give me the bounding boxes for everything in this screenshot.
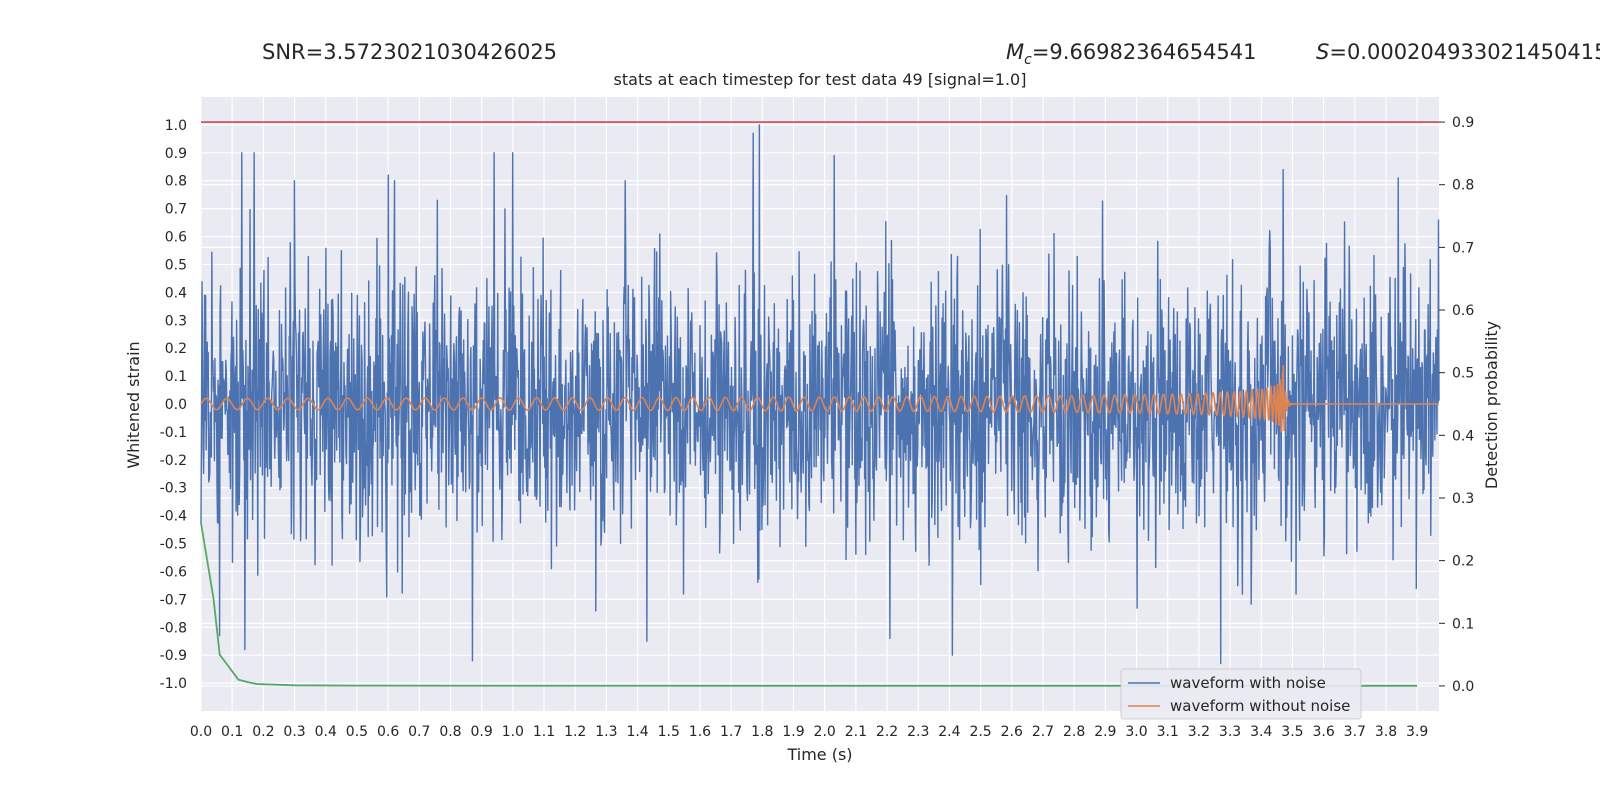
chirp-mass-subscript: c bbox=[1024, 52, 1032, 69]
series-waveform-with-noise bbox=[200, 124, 1440, 665]
x-tick-label: 3.1 bbox=[1157, 724, 1179, 740]
y-tick-label: 0.5 bbox=[165, 257, 187, 273]
x-tick-label: 1.5 bbox=[658, 724, 680, 740]
x-tick-label: 3.9 bbox=[1406, 724, 1428, 740]
y-tick-label: -0.1 bbox=[160, 425, 187, 441]
y-tick-label: -0.8 bbox=[160, 620, 187, 636]
y-axis-label: Whitened strain bbox=[124, 341, 143, 468]
x-tick-label: 1.2 bbox=[564, 724, 586, 740]
x-tick-label: 3.2 bbox=[1188, 724, 1210, 740]
x-tick-label: 0.6 bbox=[377, 724, 399, 740]
x-tick-label: 0.3 bbox=[283, 724, 305, 740]
y2-tick-label: 0.7 bbox=[1452, 240, 1474, 256]
s-symbol: S bbox=[1316, 40, 1330, 64]
y2-axis-ticks: 0.9 0.8 0.7 0.6 0.5 0.4 0.3 0.2 0.1 0.0 bbox=[1439, 115, 1474, 695]
noisy-waveform-line bbox=[200, 124, 1440, 665]
x-tick-label: 2.9 bbox=[1094, 724, 1116, 740]
y-tick-label: 0.9 bbox=[165, 146, 187, 162]
y2-tick-label: 0.8 bbox=[1452, 178, 1474, 194]
y2-tick-label: 0.2 bbox=[1452, 554, 1474, 570]
x-tick-label: 0.9 bbox=[471, 724, 493, 740]
y2-axis-label: Detection probability bbox=[1482, 321, 1501, 489]
s-value: =0.00020493302145041525 bbox=[1329, 40, 1600, 64]
y-tick-label: 0.8 bbox=[165, 174, 187, 190]
y-tick-label: -0.3 bbox=[160, 481, 187, 497]
x-tick-label: 0.2 bbox=[252, 724, 274, 740]
x-tick-label: 3.6 bbox=[1312, 724, 1334, 740]
y-tick-label: 0.0 bbox=[165, 397, 187, 413]
x-tick-label: 2.8 bbox=[1063, 724, 1085, 740]
y2-tick-label: 0.0 bbox=[1452, 679, 1474, 695]
x-tick-label: 2.7 bbox=[1032, 724, 1054, 740]
y-tick-label: -0.5 bbox=[160, 537, 187, 553]
y2-tick-label: 0.4 bbox=[1452, 428, 1474, 444]
y-tick-label: -0.7 bbox=[160, 592, 187, 608]
x-tick-label: 3.5 bbox=[1281, 724, 1303, 740]
x-tick-label: 2.2 bbox=[876, 724, 898, 740]
y-tick-label: 0.6 bbox=[165, 230, 187, 246]
y-tick-label: 0.1 bbox=[165, 369, 187, 385]
x-tick-label: 0.4 bbox=[315, 724, 337, 740]
x-tick-label: 0.7 bbox=[408, 724, 430, 740]
x-tick-label: 2.3 bbox=[907, 724, 929, 740]
x-tick-label: 2.5 bbox=[969, 724, 991, 740]
series-detection-probability bbox=[200, 522, 1418, 687]
snr-stat: SNR=3.5723021030426025 bbox=[262, 40, 558, 64]
x-tick-label: 2.1 bbox=[845, 724, 867, 740]
y-tick-label: -0.9 bbox=[160, 648, 187, 664]
x-axis-ticks: 0.0 0.1 0.2 0.3 0.4 0.5 0.6 0.7 0.8 0.9 1.0 1.1 1.2 1… bbox=[190, 724, 1428, 740]
x-tick-label: 0.8 bbox=[439, 724, 461, 740]
x-tick-label: 0.5 bbox=[346, 724, 368, 740]
series-waveform-without-noise bbox=[200, 365, 1439, 433]
probability-line bbox=[200, 522, 1418, 687]
y-tick-label: 0.4 bbox=[165, 285, 187, 301]
y2-tick-label: 0.9 bbox=[1452, 115, 1474, 131]
y-axis-ticks: 1.0 0.9 0.8 0.7 0.6 0.5 0.4 0.3 0.2 0.1 0.0 -0.1 -0.… bbox=[160, 118, 187, 692]
y-tick-label: -0.4 bbox=[160, 509, 187, 525]
legend-box bbox=[1120, 668, 1362, 720]
y2-tick-label: 0.1 bbox=[1452, 616, 1474, 632]
x-tick-label: 3.0 bbox=[1125, 724, 1147, 740]
chirp-waveform-line bbox=[200, 365, 1439, 433]
x-tick-label: 1.3 bbox=[595, 724, 617, 740]
x-tick-label: 2.4 bbox=[938, 724, 960, 740]
x-tick-label: 1.7 bbox=[720, 724, 742, 740]
y-tick-label: 1.0 bbox=[165, 118, 187, 134]
y-tick-label: 0.7 bbox=[165, 202, 187, 218]
legend-label-chirp: waveform without noise bbox=[1170, 697, 1350, 715]
x-tick-label: 3.3 bbox=[1219, 724, 1241, 740]
y2-tick-label: 0.3 bbox=[1452, 491, 1474, 507]
x-tick-label: 0.0 bbox=[190, 724, 212, 740]
y-tick-label: -1.0 bbox=[160, 676, 187, 692]
x-tick-label: 3.7 bbox=[1344, 724, 1366, 740]
y-tick-label: 0.3 bbox=[165, 313, 187, 329]
x-tick-label: 1.1 bbox=[533, 724, 555, 740]
x-tick-label: 2.6 bbox=[1001, 724, 1023, 740]
legend-label-noisy: waveform with noise bbox=[1170, 674, 1326, 692]
x-tick-label: 2.0 bbox=[814, 724, 836, 740]
chirp-mass-value: =9.66982364654541 bbox=[1031, 40, 1257, 64]
y-tick-label: -0.2 bbox=[160, 453, 187, 469]
x-axis-label: Time (s) bbox=[786, 745, 852, 764]
chirp-mass-symbol: M bbox=[1006, 40, 1025, 64]
legend: waveform with noise waveform without noi… bbox=[1120, 668, 1362, 720]
y2-tick-label: 0.6 bbox=[1452, 303, 1474, 319]
x-tick-label: 1.6 bbox=[689, 724, 711, 740]
x-tick-label: 1.9 bbox=[782, 724, 804, 740]
x-tick-label: 1.8 bbox=[751, 724, 773, 740]
x-tick-label: 1.0 bbox=[502, 724, 524, 740]
x-tick-label: 0.1 bbox=[221, 724, 243, 740]
y2-tick-label: 0.5 bbox=[1452, 366, 1474, 382]
x-tick-label: 3.4 bbox=[1250, 724, 1272, 740]
x-tick-label: 3.8 bbox=[1375, 724, 1397, 740]
y-tick-label: -0.6 bbox=[160, 564, 187, 580]
chirp-mass-stat: Mc=9.66982364654541 bbox=[1006, 40, 1257, 68]
y-tick-label: 0.2 bbox=[165, 341, 187, 357]
x-tick-label: 1.4 bbox=[626, 724, 648, 740]
s-stat: S=0.00020493302145041525 bbox=[1316, 40, 1600, 64]
chart-title: stats at each timestep for test data 49 … bbox=[613, 70, 1027, 89]
